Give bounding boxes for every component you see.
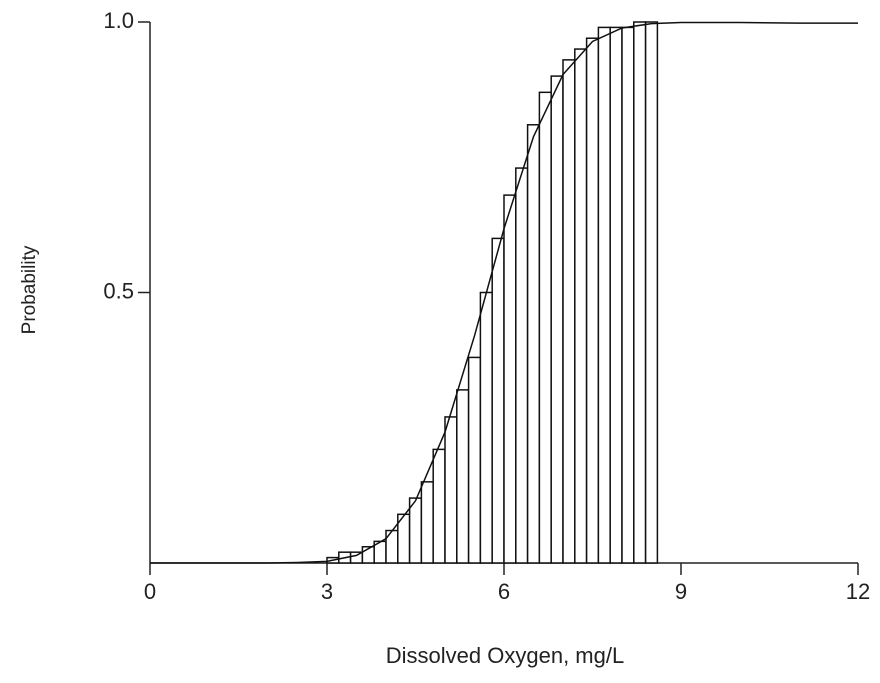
- y-tick-label: 1.0: [103, 8, 134, 33]
- bar: [585, 37, 600, 564]
- bar: [467, 356, 482, 564]
- bar: [515, 167, 529, 564]
- bar: [491, 237, 505, 564]
- bar: [420, 481, 434, 564]
- x-tick-label: 9: [675, 579, 687, 604]
- bar: [633, 21, 647, 564]
- x-tick-label: 6: [498, 579, 510, 604]
- bar: [574, 48, 588, 564]
- bar: [479, 291, 493, 564]
- x-axis-label: Dissolved Oxygen, mg/L: [386, 643, 624, 668]
- x-tick-label: 3: [321, 579, 333, 604]
- bar: [562, 59, 576, 564]
- bar: [526, 124, 541, 564]
- bar: [408, 497, 423, 564]
- x-tick-label: 0: [144, 579, 156, 604]
- bar: [432, 448, 446, 564]
- bar: [609, 26, 623, 564]
- bar: [503, 194, 517, 564]
- bar: [538, 91, 552, 564]
- x-tick-label: 12: [846, 579, 870, 604]
- y-axis-label: Probability: [19, 245, 40, 334]
- bar: [597, 26, 611, 564]
- bar: [621, 26, 635, 564]
- bar: [644, 21, 659, 564]
- bar: [456, 389, 470, 564]
- y-tick-label: 0.5: [103, 278, 134, 303]
- bar: [444, 416, 458, 564]
- bar: [550, 75, 564, 564]
- fitted-curve: [150, 21, 858, 564]
